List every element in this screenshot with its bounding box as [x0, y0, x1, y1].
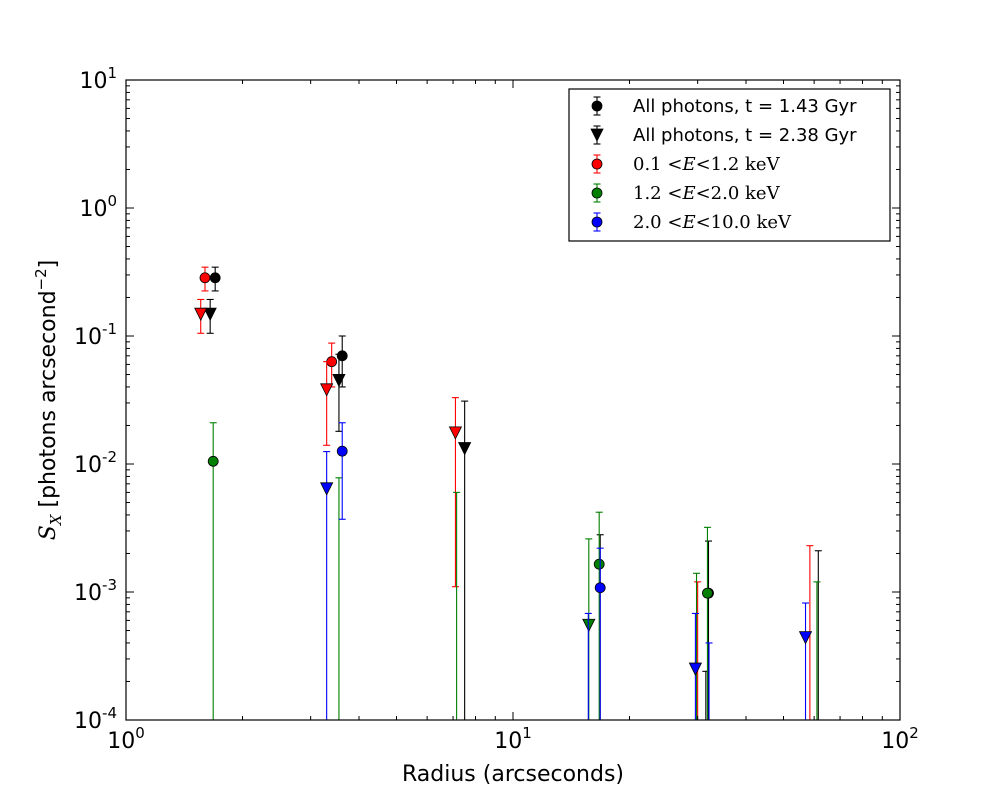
- data-point: [336, 445, 348, 457]
- y-tick-label-base: 10: [74, 581, 102, 606]
- y-axis-label-units-end: ]: [36, 260, 61, 269]
- x-tick-label-exponent: 0: [135, 724, 145, 742]
- data-point: [798, 631, 813, 645]
- y-tick-label-exponent: -3: [102, 576, 117, 594]
- data-point: [336, 350, 348, 362]
- x-tick-label-base: 10: [494, 729, 522, 754]
- y-tick-label-exponent: 0: [107, 192, 117, 210]
- data-point: [332, 373, 346, 388]
- x-tick-label-exponent: 1: [522, 724, 532, 742]
- data-point: [702, 587, 713, 599]
- data-point: [594, 582, 606, 594]
- x-tick-label-base: 10: [881, 729, 909, 754]
- data-point: [207, 455, 219, 467]
- data-point: [688, 662, 703, 676]
- x-axis-label: Radius (arcseconds): [402, 762, 624, 787]
- y-tick-label-exponent: 1: [107, 64, 117, 82]
- y-tick-label-base: 10: [79, 197, 107, 222]
- y-tick-label: 10-3: [74, 576, 117, 606]
- data-point: [209, 272, 221, 284]
- y-tick-label-base: 10: [74, 453, 102, 478]
- legend-label: 0.1 <E<1.2 keV: [633, 154, 781, 175]
- y-tick-label-exponent: -4: [102, 704, 117, 722]
- x-tick-label-base: 10: [107, 729, 135, 754]
- legend-label: All photons, t = 1.43 Gyr: [633, 96, 857, 117]
- data-layer: [194, 266, 822, 720]
- data-point: [448, 426, 463, 440]
- y-axis-label: SX [photons arcsecond−2]: [32, 260, 65, 541]
- y-axis-label-subscript: X: [47, 513, 65, 526]
- data-point: [203, 307, 217, 322]
- legend-marker: [591, 216, 603, 228]
- legend-label: 2.0 <E<10.0 keV: [633, 212, 792, 233]
- y-axis-label-units-exponent: −2: [32, 268, 50, 290]
- x-tick-label-exponent: 2: [909, 724, 919, 742]
- y-tick-label: 101: [79, 64, 117, 94]
- y-tick-label: 100: [79, 192, 117, 222]
- legend: All photons, t = 1.43 Gyr All photons, t …: [568, 88, 891, 242]
- x-tick-label: 101: [494, 724, 532, 754]
- y-tick-label-base: 10: [74, 709, 102, 734]
- data-point: [199, 272, 211, 284]
- y-tick-label: 10-2: [74, 448, 117, 478]
- y-tick-label-exponent: -2: [102, 448, 117, 466]
- y-axis-label-units: [photons arcsecond: [36, 290, 61, 514]
- y-tick-label: 10-1: [74, 320, 117, 350]
- data-point: [593, 558, 605, 570]
- legend-marker: [591, 158, 603, 170]
- legend-marker: [591, 187, 603, 199]
- legend-box: [568, 88, 891, 242]
- data-point: [458, 442, 472, 456]
- x-tick-label: 102: [881, 724, 919, 754]
- data-point: [320, 482, 334, 496]
- y-tick-label-exponent: -1: [102, 320, 117, 338]
- x-tick-label: 100: [107, 724, 145, 754]
- legend-marker: [590, 128, 604, 142]
- y-axis-label-symbol: S: [36, 525, 61, 540]
- legend-label: All photons, t = 2.38 Gyr: [633, 125, 857, 146]
- data-point: [320, 383, 334, 397]
- legend-marker: [591, 100, 603, 112]
- legend-label: 1.2 <E<2.0 keV: [633, 183, 781, 204]
- y-tick-label-base: 10: [79, 69, 107, 94]
- y-tick-label: 10-4: [74, 704, 117, 734]
- y-tick-label-base: 10: [74, 325, 102, 350]
- data-point: [194, 307, 208, 322]
